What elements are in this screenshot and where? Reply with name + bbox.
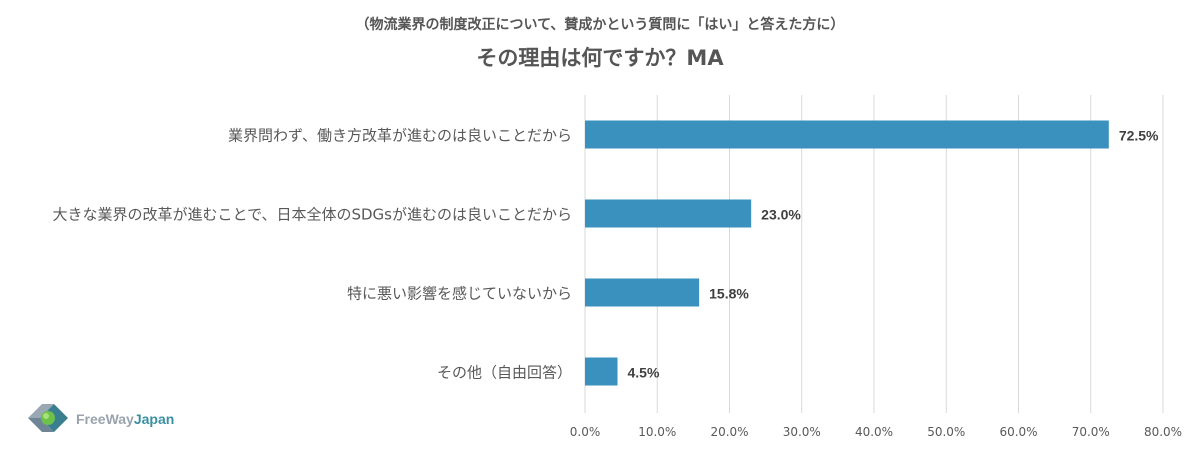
category-label-0: 業界問わず、働き方改革が進むのは良いことだから <box>228 127 572 145</box>
bar-3 <box>585 357 618 386</box>
bar-2 <box>585 278 700 307</box>
logo-text-japan: Japan <box>133 411 175 427</box>
logo-mark-icon <box>28 404 68 432</box>
bar-0 <box>585 120 1109 149</box>
category-label-1: 大きな業界の改革が進むことで、日本全体のSDGsが進むのは良いことだから <box>53 206 572 224</box>
value-label-1: 23.0% <box>761 207 801 223</box>
x-tick-label-2: 20.0% <box>710 425 748 439</box>
x-tick-label-6: 60.0% <box>999 425 1037 439</box>
chart-title: その理由は何ですか？MA <box>476 46 724 70</box>
x-tick-label-0: 0.0% <box>570 425 601 439</box>
x-tick-label-1: 10.0% <box>638 425 676 439</box>
category-label-2: 特に悪い影響を感じていないから <box>347 285 572 303</box>
chart-subtitle: （物流業界の制度改正について、賛成かという質問に「はい」と答えた方に） <box>355 17 845 33</box>
category-label-3: その他（自由回答） <box>437 364 572 382</box>
x-tick-label-7: 70.0% <box>1072 425 1110 439</box>
x-tick-label-3: 30.0% <box>783 425 821 439</box>
logo-text-freeway: FreeWay <box>76 411 134 427</box>
logo-text: FreeWayJapan <box>76 411 174 427</box>
value-label-2: 15.8% <box>709 286 749 302</box>
x-tick-label-8: 80.0% <box>1144 425 1182 439</box>
x-tick-label-5: 50.0% <box>927 425 965 439</box>
value-label-3: 4.5% <box>628 365 660 381</box>
x-tick-label-4: 40.0% <box>855 425 893 439</box>
freewayjapan-logo: FreeWayJapan <box>24 400 224 440</box>
value-label-0: 72.5% <box>1119 128 1159 144</box>
bar-1 <box>585 199 752 228</box>
